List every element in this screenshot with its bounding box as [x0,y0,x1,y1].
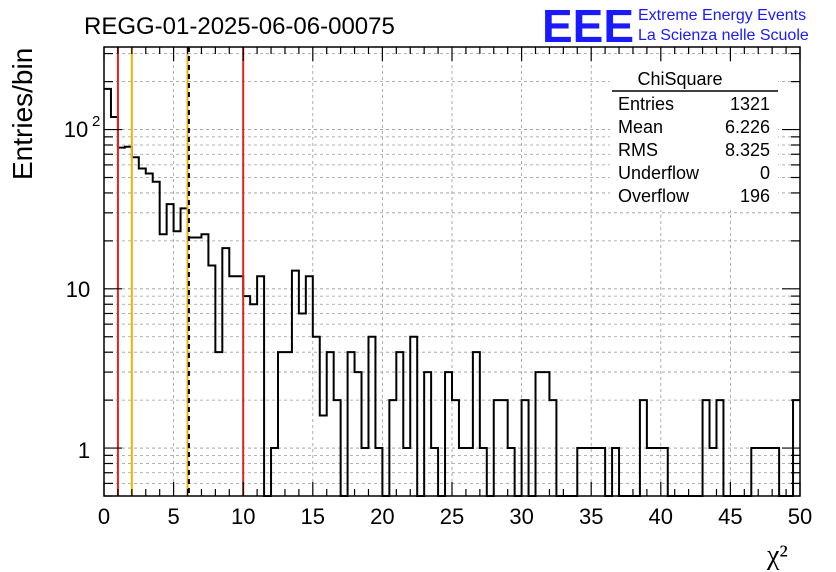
stat-label-entries: Entries [618,94,674,114]
histogram-outline [104,87,800,497]
x-tick-labels: 0 5 10 15 20 25 30 35 40 45 50 [98,504,812,529]
stats-header: ChiSquare [637,69,722,89]
stat-label-rms: RMS [618,140,658,160]
x-tick-label: 25 [440,504,464,529]
threshold-lines [116,47,245,496]
x-tick-label: 45 [718,504,742,529]
stat-value-entries: 1321 [730,94,770,114]
logo-line-2: La Scienza nelle Scuole [638,27,809,44]
y-tick-labels: 1 10 10 2 [64,113,101,463]
logo-line-1: Extreme Energy Events [638,7,806,24]
x-axis-label: χ² [766,540,788,571]
stat-label-overflow: Overflow [618,186,690,206]
stat-value-underflow: 0 [760,163,770,183]
x-tick-label: 20 [370,504,394,529]
y-tick-label-1: 1 [78,438,90,463]
stat-label-mean: Mean [618,117,663,137]
x-tick-label: 10 [231,504,255,529]
y-tick-label-100-exponent: 2 [92,113,100,130]
stat-value-overflow: 196 [740,186,770,206]
x-tick-label: 40 [649,504,673,529]
x-tick-label: 5 [167,504,179,529]
stat-label-underflow: Underflow [618,163,700,183]
logo-mark: EEE [542,0,634,52]
histogram-series [104,87,800,497]
x-tick-label: 30 [509,504,533,529]
stat-value-mean: 6.226 [725,117,770,137]
axis-ticks [103,47,801,497]
chart-title: REGG-01-2025-06-06-00075 [84,13,395,40]
x-tick-label: 35 [579,504,603,529]
eee-logo: EEE Extreme Energy Events La Scienza nel… [542,0,809,52]
stat-value-rms: 8.325 [725,140,770,160]
x-tick-label: 0 [98,504,110,529]
y-axis-label: Entries/bin [7,48,38,180]
x-tick-label: 50 [788,504,812,529]
stats-box: ChiSquare Entries 1321 Mean 6.226 RMS 8.… [610,64,778,210]
x-tick-label: 15 [301,504,325,529]
stats-box-background [610,64,778,210]
y-tick-label-10: 10 [66,277,90,302]
y-tick-label-100-base: 10 [64,117,88,142]
